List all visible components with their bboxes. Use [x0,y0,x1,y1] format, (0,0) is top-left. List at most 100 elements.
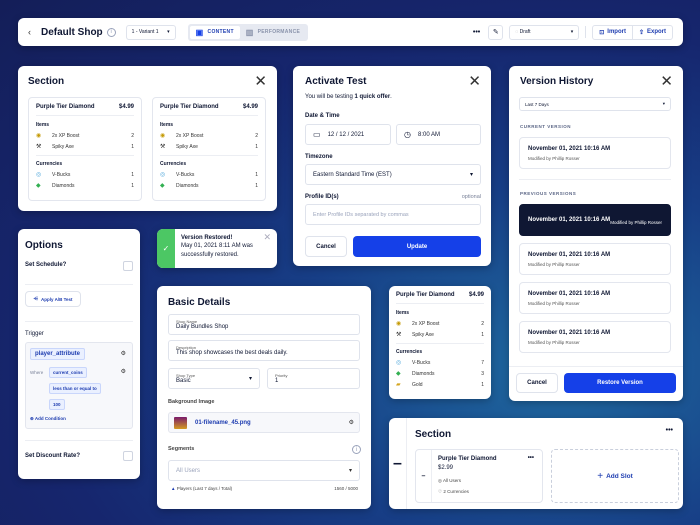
timezone-value: Eastern Standard Time (EST) [313,171,392,178]
gear-icon[interactable]: ⚙ [120,351,126,357]
shop-name-input[interactable]: Shop Name Daily Bundles Shop [168,314,360,335]
more-icon[interactable]: ••• [527,455,534,461]
import-export-group: ⊡ Import ⇪ Export [592,24,673,40]
export-icon: ⇪ [638,29,644,36]
variant-select[interactable]: 1 - Variant 1 ▾ [125,24,176,40]
discount-checkbox[interactable] [123,451,133,461]
priority-input[interactable]: Priority 1 [267,368,360,389]
product-header: Purple Tier Diamond $4.99 [396,292,484,304]
branch-icon: ⋲ [33,296,38,301]
version-item[interactable]: November 01, 2021 10:16 AM Modified by Ph… [519,204,671,236]
axe-icon: ⚒ [36,144,42,150]
vbucks-icon: ◎ [396,360,402,366]
close-icon[interactable]: ✕ [468,73,481,90]
product-card[interactable]: Purple Tier Diamond $4.99 Items ◉ 2x XP Bo… [389,286,491,399]
timezone-select[interactable]: Eastern Standard Time (EST) ▾ [305,164,481,185]
date-range-select[interactable]: Last 7 Days ▾ [519,97,671,111]
product-price: $4.99 [242,104,258,110]
currency-name: Diamonds [176,182,199,189]
value-chip[interactable]: 100 [49,399,65,410]
info-icon[interactable]: i [106,27,116,37]
field-chip[interactable]: current_coins [49,367,87,378]
version-item-current[interactable]: November 01, 2021 10:16 AM Modified by Ph… [519,137,671,169]
time-input[interactable]: ◷ 8:00 AM [396,124,481,145]
background-image-file[interactable]: 01-filename_45.png ⚙ [168,412,360,433]
import-button[interactable]: ⊡ Import [593,25,633,39]
calendar-icon: ▣ [195,27,204,37]
currency-qty: 3 [481,370,484,377]
product-card[interactable]: Purple Tier Diamond $4.99 Items ◉ 2x XP Bo… [152,97,266,201]
export-label: Export [646,29,666,35]
update-button[interactable]: Update [353,236,481,257]
currency-name: V-Bucks [412,359,431,366]
players-count: 1560 / 5000 [334,486,358,491]
previous-versions-label: PREVIOUS VERSIONS [520,191,577,196]
drag-handle[interactable]: – [389,418,407,509]
profile-ids-input[interactable]: Enter Profile IDs separated by commas [305,204,481,225]
options-panel: Options Set Schedule? ⋲ Apply A/B Test Tr… [18,229,140,479]
caret-down-icon: ▾ [348,468,352,474]
product-name: Purple Tier Diamond [36,104,95,110]
version-item[interactable]: November 01, 2021 10:16 AM Modified by Ph… [519,282,671,314]
version-history-panel: Version History ✕ Last 7 Days ▾ CURRENT V… [509,66,683,401]
item-row: ◉ 2x XP Boost 2 [396,320,484,328]
info-icon[interactable]: i [352,445,361,454]
date-input[interactable]: ▭ 12 / 12 / 2021 [305,124,391,145]
cancel-button[interactable]: Cancel [516,373,558,393]
image-thumbnail [174,416,187,429]
currency-row: ◆ Diamonds 1 [160,182,258,190]
version-author: Modified by Phillip Rosser [610,219,662,225]
divider [585,26,587,38]
description-input[interactable]: Description This shop showcases the best … [168,340,360,361]
item-qty: 1 [481,331,484,338]
operator-chip[interactable]: less than or equal to [49,383,101,394]
schedule-checkbox[interactable] [123,261,133,271]
currencies-label: 2 Currencies [443,489,469,494]
gear-icon[interactable]: ⚙ [348,420,354,426]
version-item[interactable]: November 01, 2021 10:16 AM Modified by Ph… [519,243,671,275]
segments-select[interactable]: All Users ▾ [168,460,360,481]
basic-details-title: Basic Details [168,297,231,308]
product-card[interactable]: Purple Tier Diamond $4.99 Items ◉ 2x XP Bo… [28,97,142,201]
status-select[interactable]: ◌ Draft ▾ [509,24,580,40]
restore-version-button[interactable]: Restore Version [564,373,676,393]
diamond-icon: ◆ [160,183,165,189]
close-icon[interactable]: ✕ [263,232,271,242]
priority-label: Priority [275,373,288,378]
version-author: Modified by Phillip Rosser [528,340,580,345]
product-name: Purple Tier Diamond [160,104,219,110]
version-date: November 01, 2021 10:16 AM [528,330,611,336]
background-image-label: Bakground Image [168,399,215,405]
version-item[interactable]: November 01, 2021 10:16 AM Modified by Ph… [519,321,671,353]
close-icon[interactable]: ✕ [660,73,673,90]
divider [160,155,258,156]
more-icon[interactable]: ••• [472,28,481,36]
audience-label: All Users [442,478,461,483]
cancel-button[interactable]: Cancel [305,236,347,257]
attribute-chip[interactable]: player_attribute [30,348,86,360]
optional-label: optional [461,194,481,200]
slot-drag-handle[interactable]: – [416,450,432,502]
item-name: Spiky Axe [176,143,198,150]
add-slot-button[interactable]: + Add Slot [551,449,679,503]
item-row: ◉ 2x XP Boost 2 [36,132,134,140]
apply-ab-test-button[interactable]: ⋲ Apply A/B Test [25,291,81,307]
vbucks-icon: ◎ [160,172,166,178]
toast-title: Version Restored! [181,235,233,241]
slot-card[interactable]: – Purple Tier Diamond $2.99 ••• ◎ All Us… [415,449,543,503]
players-stat: ▲ Players (Last 7 days / Total) [171,486,232,491]
back-chevron-icon[interactable]: ‹ [28,27,31,37]
tab-content[interactable]: ▣ CONTENT [189,25,240,39]
version-author: Modified by Phillip Rosser [528,301,580,306]
shop-type-select[interactable]: Shop Type Basic ▾ [168,368,260,389]
tab-performance[interactable]: ▥ PERFORMANCE [240,26,306,39]
edit-button[interactable]: ✎ [488,24,504,40]
subtitle-bold: 1 quick offer [354,94,391,100]
shop-type-label: Shop Type [176,373,196,378]
gear-icon[interactable]: ⚙ [120,369,126,375]
product-price: $4.99 [118,104,134,110]
add-condition-button[interactable]: ⊕ Add Condition [30,416,66,422]
close-icon[interactable]: ✕ [254,73,267,90]
more-icon[interactable]: ••• [665,427,673,434]
export-button[interactable]: ⇪ Export [633,29,672,36]
